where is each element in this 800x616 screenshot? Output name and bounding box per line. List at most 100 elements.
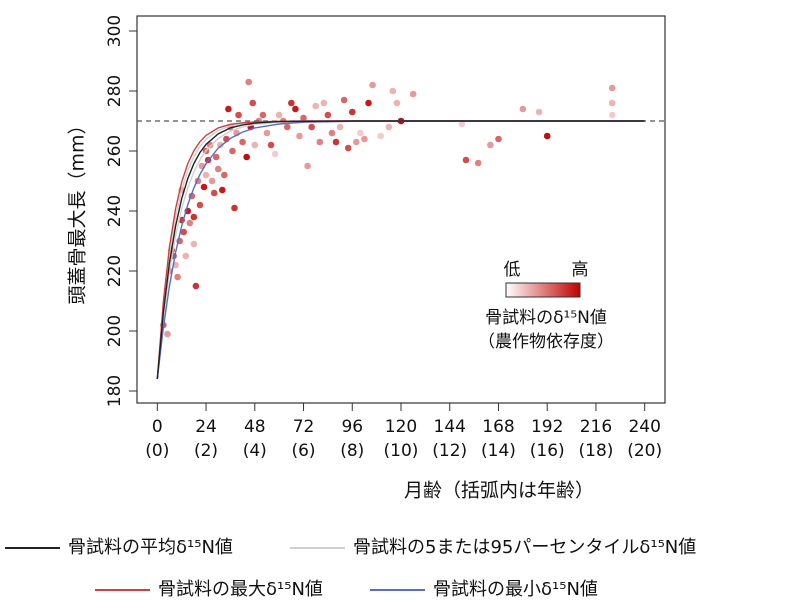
point	[283, 123, 291, 131]
point	[235, 111, 242, 119]
point	[369, 81, 376, 89]
point	[474, 159, 482, 167]
x-tick-sublabel: (10)	[384, 441, 419, 461]
point	[608, 99, 616, 107]
x-tick-label: 48	[244, 417, 266, 437]
x-tick-sublabel: (16)	[530, 441, 565, 461]
x-tick-sublabel: (18)	[579, 441, 614, 461]
legend-label: 骨試料の平均δ¹⁵N値	[68, 537, 233, 558]
point	[353, 138, 360, 146]
point	[288, 99, 295, 107]
point	[267, 141, 275, 149]
point	[239, 138, 246, 146]
point	[292, 105, 299, 113]
point	[245, 78, 252, 86]
point	[192, 282, 200, 290]
colorbar	[505, 282, 581, 298]
point	[336, 123, 344, 131]
point	[263, 129, 271, 137]
point	[200, 183, 208, 191]
curve	[156, 120, 645, 380]
point	[487, 141, 494, 149]
x-tick-label: 72	[293, 417, 315, 437]
point	[214, 165, 222, 173]
point	[259, 111, 267, 119]
point	[180, 228, 188, 236]
point	[196, 201, 204, 209]
point	[231, 204, 238, 212]
point	[202, 171, 210, 179]
point	[608, 111, 616, 119]
x-tick-label: 144	[434, 417, 466, 437]
point	[535, 108, 543, 116]
x-tick-sublabel: (20)	[627, 441, 662, 461]
point	[300, 114, 307, 122]
colorbar-subtitle: （農作物依存度）	[478, 332, 614, 352]
point	[316, 138, 324, 146]
x-tick-label: 24	[195, 417, 217, 437]
x-tick-label: 168	[482, 417, 514, 437]
point	[377, 132, 384, 140]
point	[221, 171, 228, 179]
point	[324, 111, 332, 119]
y-tick-label: 240	[105, 195, 125, 227]
x-axis-label: 月齢（括弧内は年齢）	[404, 480, 594, 502]
point	[304, 162, 311, 170]
point	[393, 99, 401, 107]
x-tick-sublabel: (8)	[340, 441, 364, 461]
x-tick-sublabel: (4)	[243, 441, 267, 461]
point	[312, 102, 320, 110]
point	[208, 177, 216, 185]
colorbar-high: 高	[572, 260, 589, 280]
point	[190, 240, 198, 248]
point	[249, 99, 257, 107]
legend-label: 骨試料の最小δ¹⁵N値	[433, 579, 598, 600]
point	[275, 111, 283, 119]
point	[495, 135, 502, 143]
x-tick-label: 192	[531, 417, 563, 437]
point	[328, 129, 336, 137]
point	[365, 99, 372, 107]
x-tick-label: 96	[341, 417, 363, 437]
y-tick-label: 220	[105, 255, 125, 287]
point	[212, 153, 220, 161]
point	[332, 138, 340, 146]
x-tick-sublabel: (0)	[145, 441, 169, 461]
point	[320, 99, 328, 107]
curve	[156, 120, 645, 380]
point	[251, 141, 259, 149]
point	[216, 141, 224, 149]
point	[348, 108, 356, 116]
point	[608, 84, 616, 92]
x-tick-sublabel: (6)	[291, 441, 315, 461]
point	[182, 252, 190, 260]
point	[308, 123, 315, 131]
y-tick-label: 300	[105, 15, 125, 47]
point	[296, 132, 303, 140]
point	[361, 135, 368, 143]
x-tick-sublabel: (14)	[481, 441, 516, 461]
x-tick-label: 120	[385, 417, 417, 437]
y-tick-label: 260	[105, 135, 125, 167]
point	[340, 96, 348, 104]
legend-label: 骨試料の5または95パーセンタイルδ¹⁵N値	[353, 537, 696, 558]
point	[218, 186, 226, 194]
point	[385, 123, 393, 131]
point	[206, 141, 214, 149]
point	[186, 219, 194, 227]
y-tick-label: 180	[105, 375, 125, 407]
point	[243, 153, 250, 161]
point	[519, 105, 527, 113]
point	[174, 273, 181, 281]
point	[190, 213, 198, 221]
legend-label: 骨試料の最大δ¹⁵N値	[158, 579, 323, 600]
y-axis-label: 頭蓋骨最大長（mm）	[67, 115, 89, 304]
point	[409, 90, 417, 98]
x-tick-sublabel: (12)	[432, 441, 467, 461]
colorbar-low: 低	[504, 260, 521, 280]
point	[210, 189, 218, 197]
colorbar-title: 骨試料のδ¹⁵N値	[485, 308, 607, 328]
x-tick-label: 216	[580, 417, 612, 437]
